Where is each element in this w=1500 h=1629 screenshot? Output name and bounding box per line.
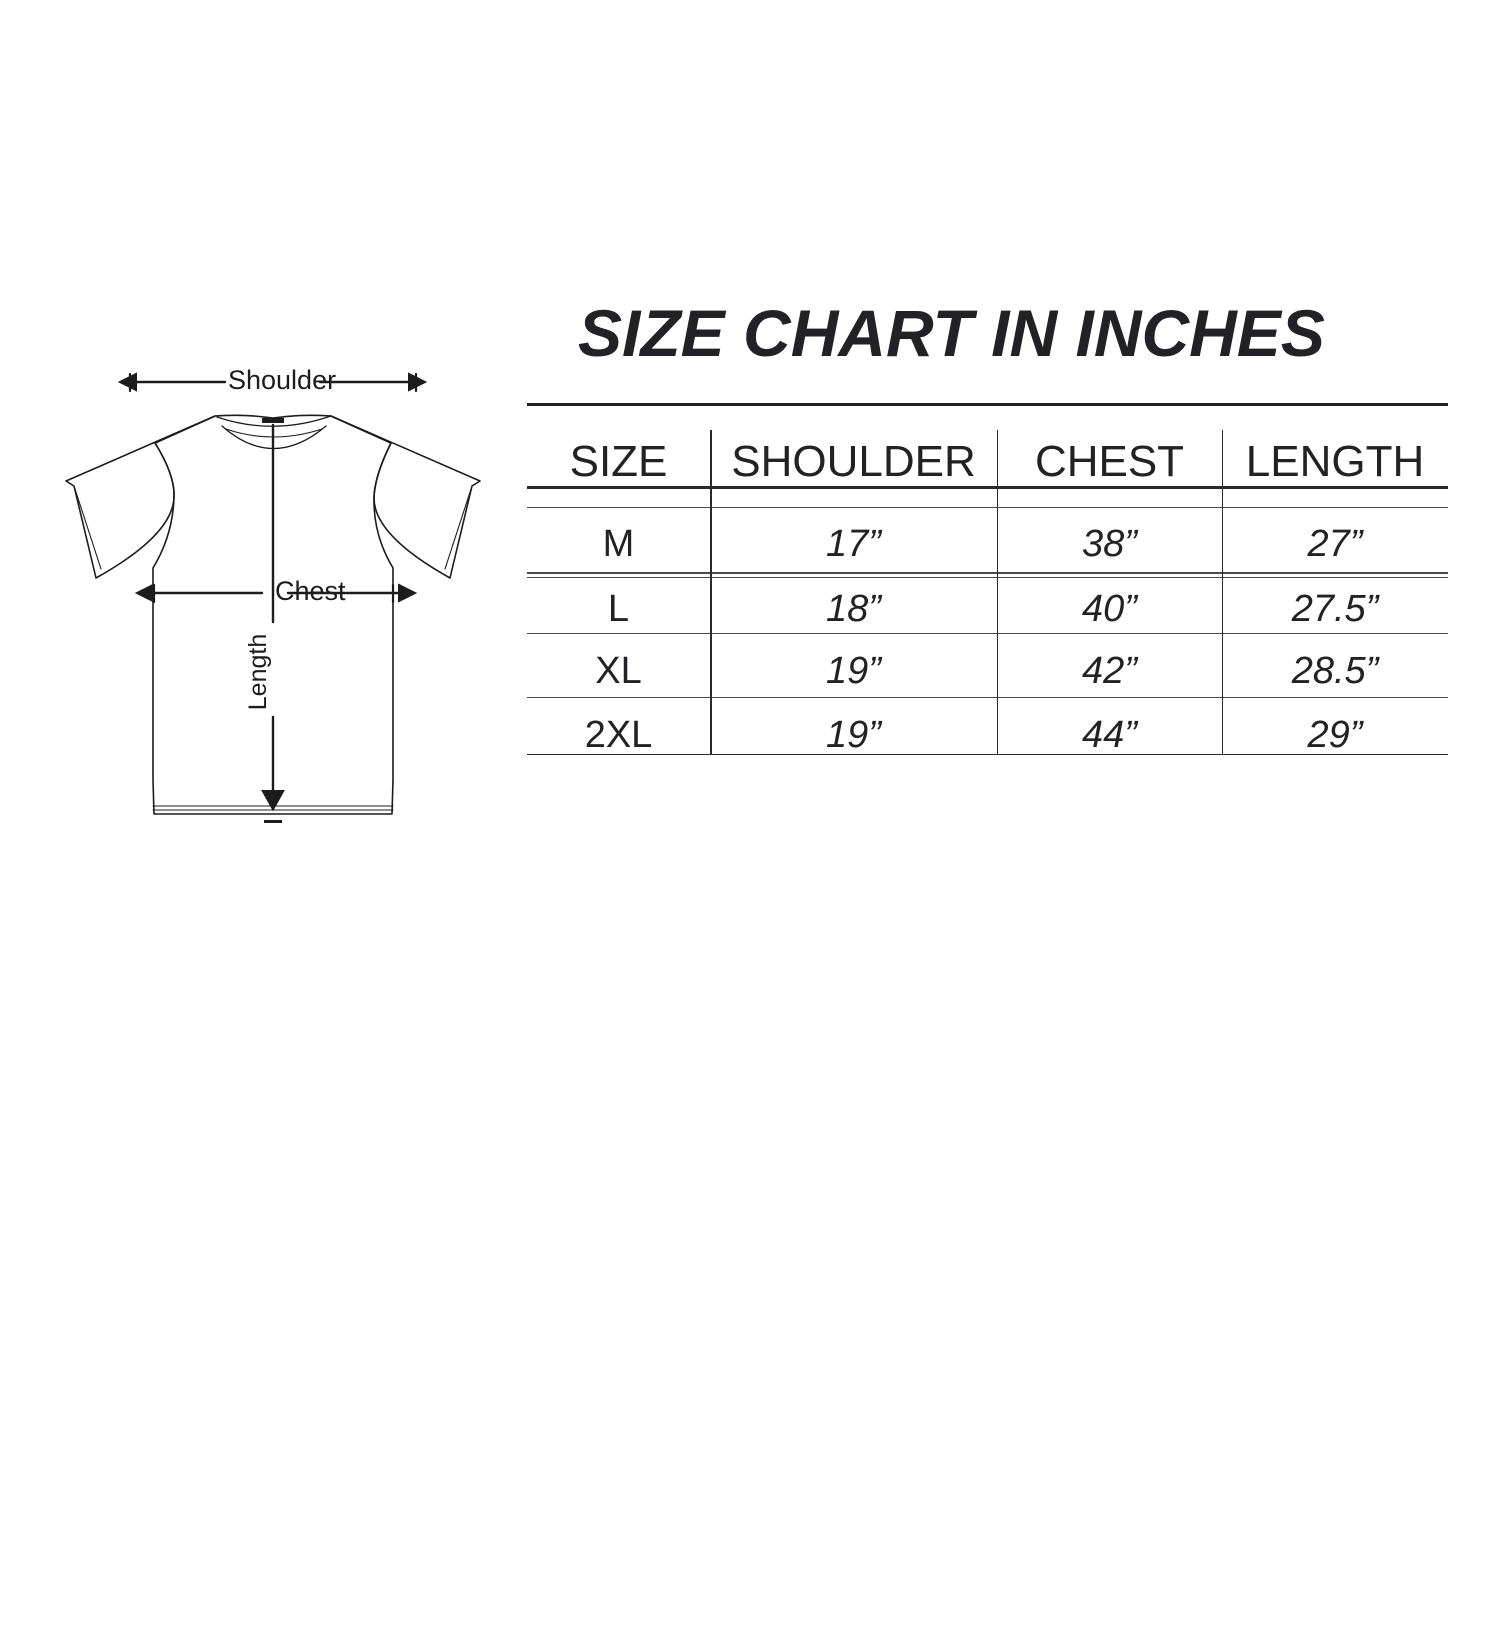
- svg-text:Chest: Chest: [275, 576, 346, 606]
- svg-text:Length: Length: [244, 634, 272, 710]
- svg-text:Shoulder: Shoulder: [228, 365, 336, 395]
